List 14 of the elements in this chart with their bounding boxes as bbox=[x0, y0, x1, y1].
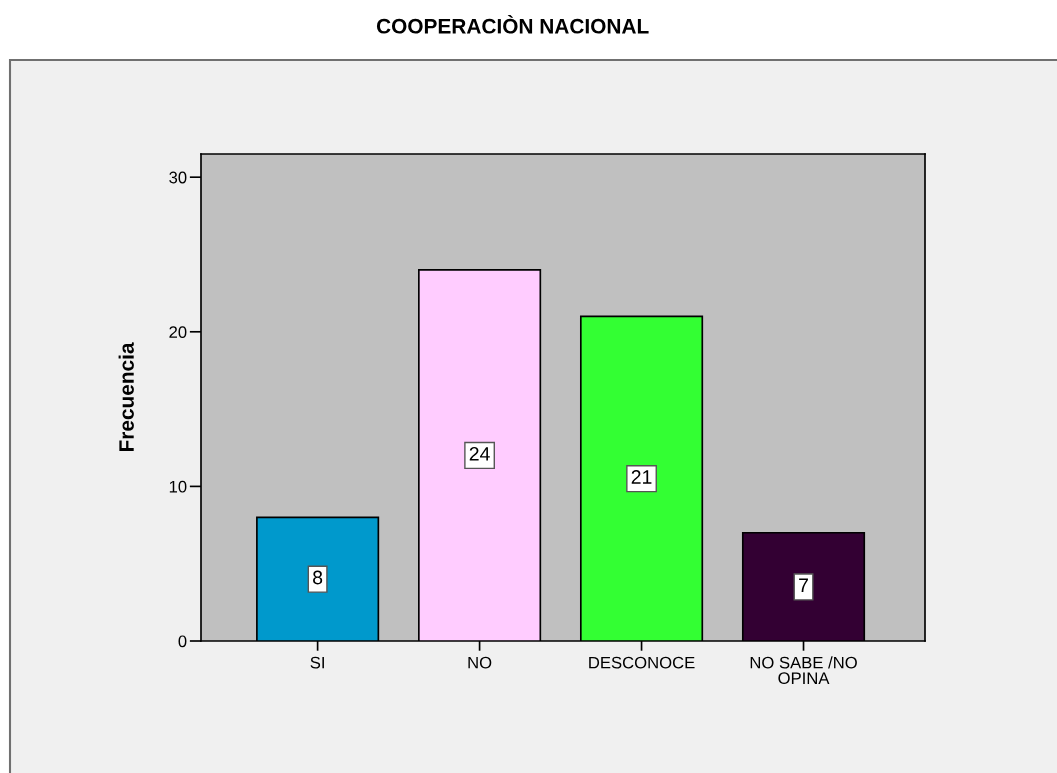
x-tick-label: DESCONOCE bbox=[589, 656, 695, 669]
data-label: 8 bbox=[313, 570, 323, 585]
data-label: 24 bbox=[469, 446, 490, 461]
data-label: 7 bbox=[799, 578, 808, 592]
y-tick-label: 0 bbox=[178, 635, 187, 648]
x-tick-label: NO bbox=[468, 656, 492, 669]
y-tick-label: 30 bbox=[169, 171, 187, 184]
x-tick-label: NO SABE /NO OPINA bbox=[750, 656, 857, 685]
chart-title: COOPERACIÒN NACIONAL bbox=[376, 14, 649, 34]
x-tick-label: SI bbox=[310, 656, 324, 669]
data-label: 21 bbox=[631, 470, 652, 484]
y-tick-label: 10 bbox=[169, 480, 187, 493]
y-tick-label: 20 bbox=[169, 326, 187, 338]
y-axis-title: Frecuencia bbox=[118, 342, 134, 452]
